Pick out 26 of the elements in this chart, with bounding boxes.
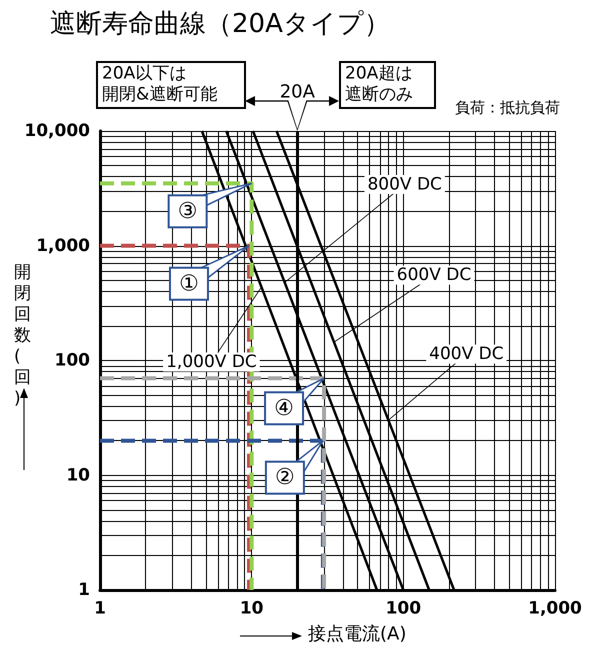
series-label: 1,000V DC (166, 352, 257, 372)
annotation: ③ (178, 198, 198, 224)
annotation: ① (179, 271, 199, 296)
x-tick-label: 100 (386, 598, 422, 618)
text: 20A以下は (102, 64, 186, 84)
y-tick-label: 1,000 (36, 236, 90, 256)
text: 800V DC (367, 174, 442, 194)
annotation: ② (275, 465, 295, 490)
y-tick-label: 10 (66, 465, 90, 486)
text: 400V DC (429, 344, 504, 364)
chart-title: 遮断寿命曲線（20Aタイプ） (50, 9, 390, 39)
y-tick-label: 100 (54, 350, 90, 370)
x-tick-label: 1 (94, 598, 106, 618)
x-tick-label: 10 (240, 598, 264, 618)
text: 20A超は (345, 64, 412, 84)
text: 負荷：抵抗負荷 (455, 98, 560, 116)
annotation: ④ (274, 396, 294, 421)
x-tick-label: 1,000 (528, 598, 582, 618)
text: 開閉&遮断可能 (102, 84, 218, 104)
y-tick-label: 1 (78, 580, 90, 600)
ref-line-label: 20A (280, 82, 316, 102)
x-axis-title: 接点電流(A) (308, 624, 406, 644)
y-tick-label: 10,000 (24, 121, 90, 141)
y-axis-title: 開閉回数(回) (14, 262, 31, 408)
text: 600V DC (396, 265, 472, 286)
text: 遮断のみ (345, 84, 413, 104)
